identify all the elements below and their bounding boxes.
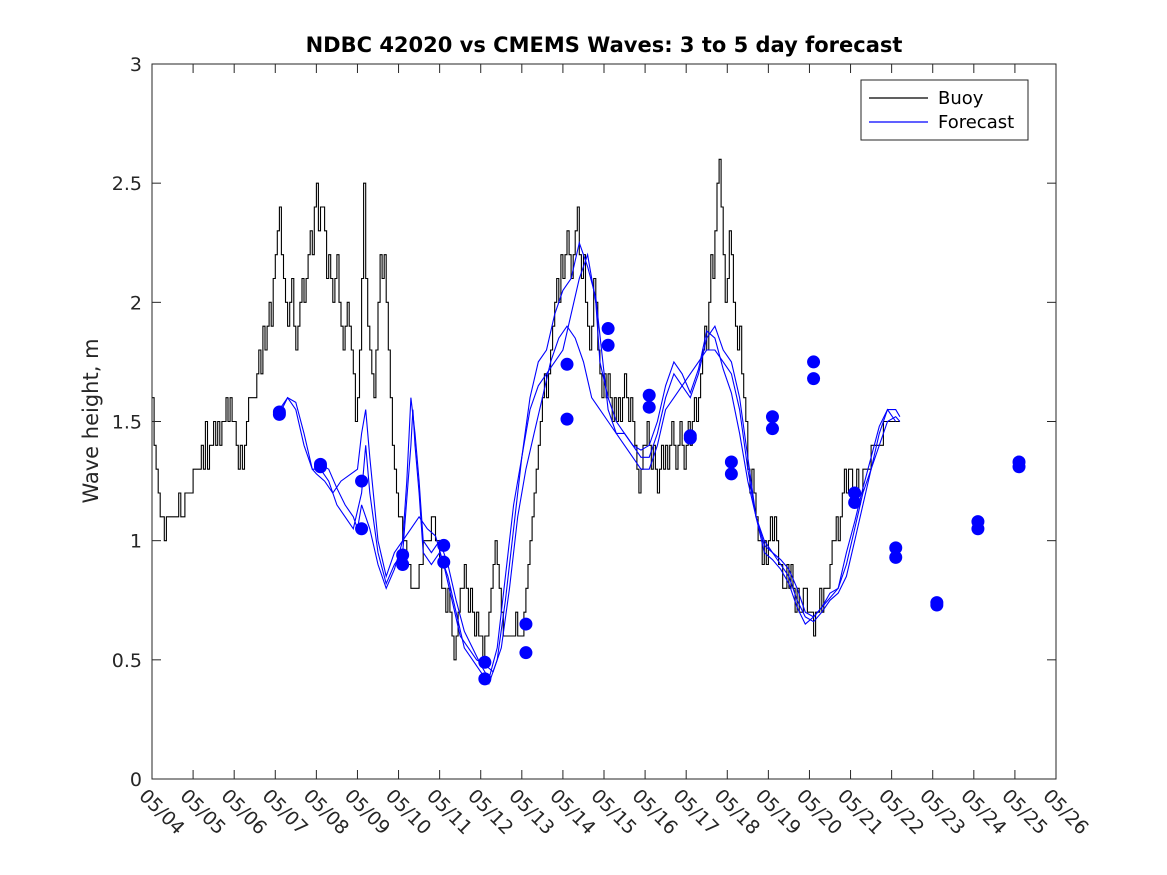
forecast-point-marker [355,474,369,488]
forecast-series-line-1 [278,325,901,673]
forecast-point-marker [848,486,862,500]
forecast-point-marker [889,550,903,564]
forecast-point-marker [889,541,903,555]
series-layer [152,158,901,685]
forecast-point-marker [560,412,574,426]
forecast-point-marker [642,400,656,414]
legend-forecast-label: Forecast [938,112,1014,133]
forecast-point-marker [313,460,327,474]
forecast-series-line-3 [320,240,897,681]
forecast-point-marker [724,455,738,469]
y-tick-label: 0.5 [112,650,142,672]
y-tick-label: 1.5 [112,412,142,434]
forecast-point-marker [765,422,779,436]
forecast-point-marker [478,655,492,669]
forecast-point-marker [971,522,985,536]
forecast-point-marker [478,672,492,686]
forecast-point-marker [272,405,286,419]
plot-area [152,64,1056,779]
y-tick-label: 1 [130,531,142,553]
y-axis: 0 0.5 1 1.5 2 2.5 3 [112,54,1056,791]
forecast-series-line-2 [278,252,901,685]
forecast-point-marker [642,388,656,402]
forecast-point-marker [683,431,697,445]
legend-buoy-label: Buoy [938,88,984,109]
y-tick-label: 2 [130,292,142,314]
legend-box [860,79,1029,141]
forecast-point-marker [930,598,944,612]
buoy-series-line [152,158,900,661]
forecast-point-marker [807,355,821,369]
chart-title: NDBC 42020 vs CMEMS Waves: 3 to 5 day fo… [306,33,903,57]
forecast-point-marker [601,322,615,336]
forecast-point-marker [437,555,451,569]
y-axis-label: Wave height, m [79,338,103,503]
forecast-point-marker [519,617,533,631]
forecast-point-marker [355,522,369,536]
marker-layer [272,322,1026,686]
forecast-point-marker [1012,460,1026,474]
forecast-point-marker [765,410,779,424]
forecast-point-marker [848,496,862,510]
y-tick-label: 2.5 [112,173,142,195]
forecast-point-marker [396,558,410,571]
y-tick-label: 3 [130,54,142,76]
legend: Buoy Forecast [860,79,1029,141]
forecast-point-marker [437,538,451,552]
y-tick-label: 0 [130,769,142,791]
forecast-point-marker [724,467,738,481]
forecast-point-marker [807,372,821,386]
forecast-point-marker [519,646,533,660]
forecast-point-marker [601,338,615,352]
forecast-point-marker [396,548,410,562]
forecast-point-marker [560,357,574,371]
